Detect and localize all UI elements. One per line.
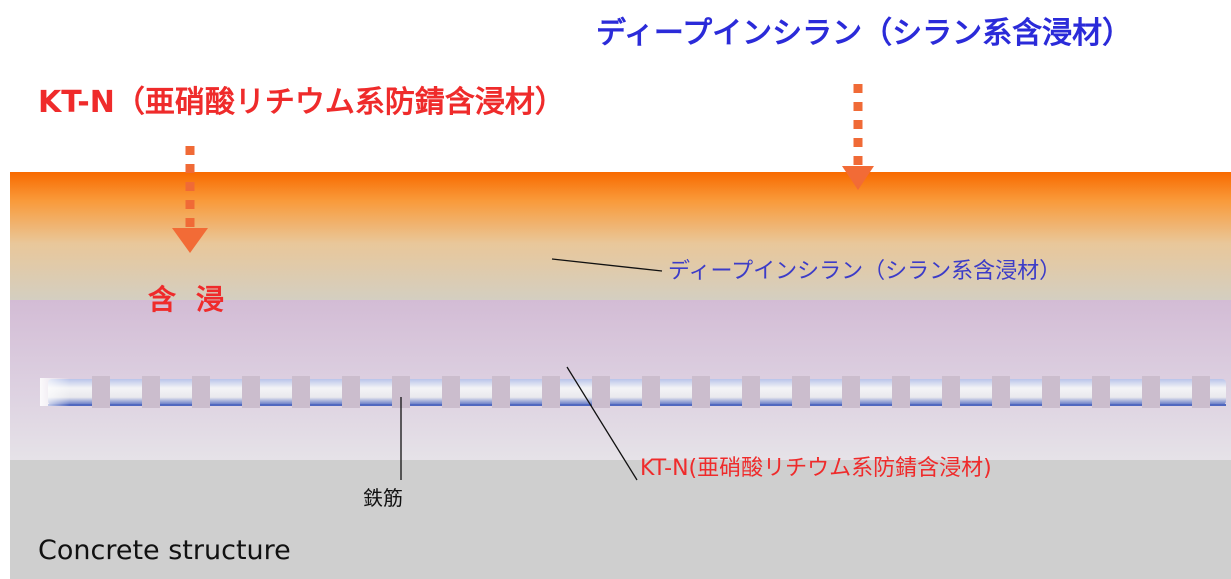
rebar-rib [392,376,410,408]
rebar-rib [292,376,310,408]
silane-title: ディープインシラン（シラン系含浸材） [596,16,1133,51]
rebar-ribs [92,376,1210,408]
rebar-rib [492,376,510,408]
rebar-rib [992,376,1010,408]
concrete-structure-label: Concrete structure [38,535,291,566]
rebar-rib [942,376,960,408]
rebar-rib [442,376,460,408]
rebar-rib [1092,376,1110,408]
silane-penetration-arrow [842,84,874,190]
rebar-rib [342,376,360,408]
rebar-rib [742,376,760,408]
rebar-rib [592,376,610,408]
ktn-penetration-arrow [172,146,208,253]
rebar-rib [692,376,710,408]
rebar-rib [142,376,160,408]
rebar-rib [792,376,810,408]
concrete-body [10,460,1231,579]
rebar-rib [842,376,860,408]
penetration-label: 含浸 [148,283,245,316]
rebar-rib [542,376,560,408]
rebar-rib [1142,376,1160,408]
silane-layer-label: ディープインシラン（シラン系含浸材） [668,259,1062,284]
rebar-rib [1042,376,1060,408]
rebar-rib [192,376,210,408]
rebar-rib [892,376,910,408]
rebar-rib [242,376,260,408]
ktn-callout-leader [566,366,638,481]
rebar [40,376,1226,408]
ktn-layer-label: KT-N(亜硝酸リチウム系防錆含浸材) [640,456,992,481]
ktn-title: KT-N（亜硝酸リチウム系防錆含浸材） [38,85,565,120]
rebar-label: 鉄筋 [363,486,403,510]
rebar-rib [642,376,660,408]
rebar-rib [1192,376,1210,408]
silane-callout-leader [551,258,663,272]
rebar-rib [92,376,110,408]
silane-layer [10,172,1231,302]
